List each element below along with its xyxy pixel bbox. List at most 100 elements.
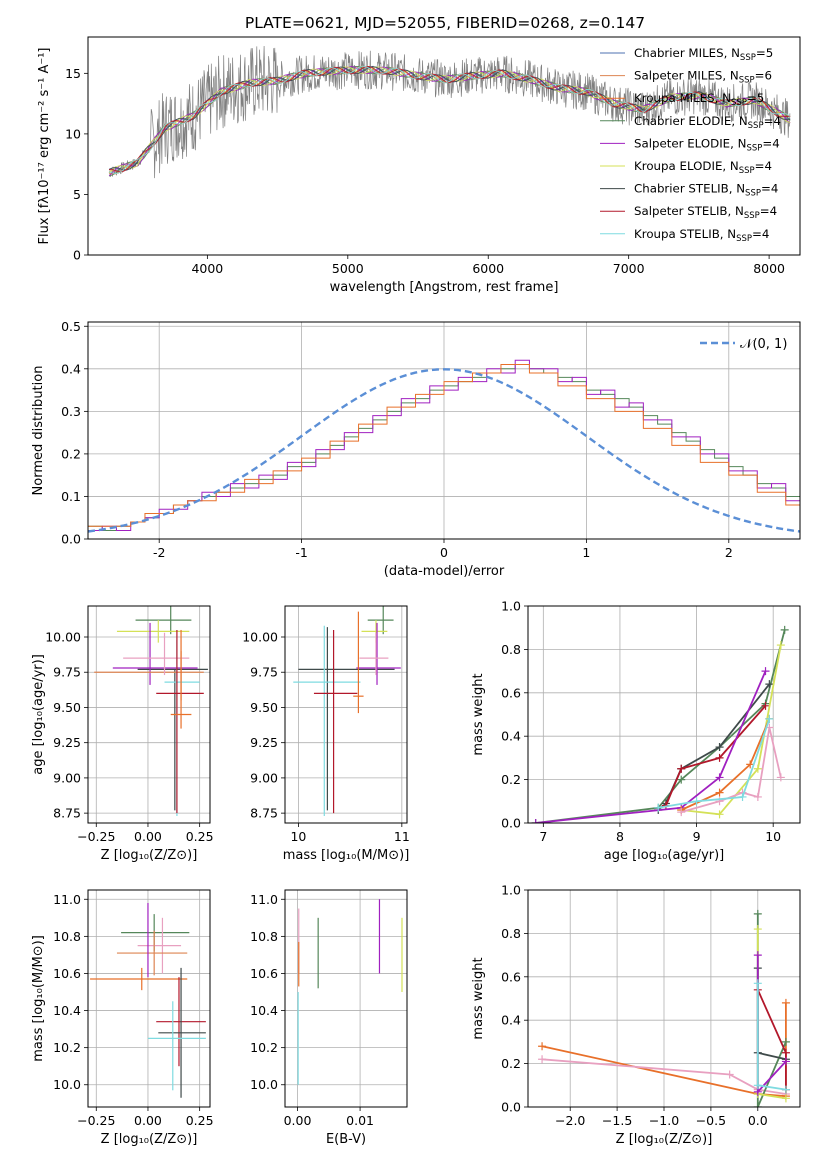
legend-entry: Chabrier MILES, NSSP=5 [634, 46, 773, 63]
x-tick-label: 7000 [613, 261, 645, 276]
mass-weight-line [756, 913, 787, 1107]
y-tick-label: 0.0 [501, 1100, 521, 1115]
legend-suffix: =4 [761, 182, 778, 196]
x-axis-label: wavelength [Angstrom, rest frame] [330, 280, 559, 295]
plot-frame [284, 605, 408, 824]
mass-weight-marker [781, 998, 790, 1007]
observed-spectrum-line [108, 45, 791, 179]
plot-area [108, 45, 791, 179]
y-tick-label: 10.8 [250, 929, 278, 944]
y-tick-label: 9.75 [53, 665, 81, 680]
plot-area [90, 902, 206, 1098]
mass-weight-line [535, 670, 767, 823]
legend-entry: Chabrier ELODIE, NSSP=4 [634, 114, 781, 131]
weight-vs-metallicity-panel: −2.0 −1.5 −1.0 −0.5 0.0 0.0 0.2 0.4 0.6 0.8 1.0 Z [… [471, 883, 801, 1147]
plot-area [94, 606, 208, 816]
y-axis-label: Normed distribution [31, 366, 46, 496]
y-tick-label: 9.00 [250, 770, 278, 785]
y-tick-label: 10.00 [242, 630, 278, 645]
x-axis-label: age [log₁₀(age/yr)] [604, 848, 725, 863]
mass-weight-marker [761, 701, 770, 710]
x-tick-label: 2 [725, 545, 733, 560]
y-tick-label: 0.6 [501, 969, 521, 984]
age-vs-metallicity-panel: −0.25 0.00 0.25 8.75 9.00 9.25 9.50 9.75 10.00 Z … [31, 605, 214, 863]
x-tick-label: 11 [394, 829, 410, 844]
x-tick-label: 0.01 [346, 1113, 374, 1128]
mass-weight-marker [753, 925, 762, 934]
y-tick-label: 8.75 [250, 806, 278, 821]
x-tick-label: −0.5 [696, 1113, 726, 1128]
x-tick-label: −2.0 [555, 1113, 585, 1128]
y-tick-label: 8.75 [53, 806, 81, 821]
y-tick-label: 0.4 [61, 361, 81, 376]
y-tick-label: 9.50 [53, 700, 81, 715]
y-tick-label: 0.6 [501, 685, 521, 700]
y-tick-label: 9.00 [53, 770, 81, 785]
mass-weight-line [665, 705, 767, 806]
plot-frame [87, 605, 211, 824]
legend-suffix: =6 [755, 69, 772, 83]
x-axis-label: mass [log₁₀(M/M⊙)] [283, 848, 410, 863]
residuals-panel: -2 -1 0 1 2 0.0 0.1 0.2 0.3 0.4 0.5 (data-model)/er… [31, 319, 801, 579]
y-tick-label: 0.8 [501, 642, 521, 657]
legend-subscript: SSP [745, 189, 761, 199]
mass-weight-marker [781, 1057, 790, 1066]
spectrum-panel: 4000 5000 6000 7000 8000 0 5 10 15 wavelength [An… [37, 36, 801, 295]
mass-weight-marker [715, 743, 724, 752]
legend-entry: Salpeter ELODIE, NSSP=4 [634, 136, 780, 153]
mass-weight-marker [715, 753, 724, 762]
x-tick-label: 0.00 [134, 829, 162, 844]
plot-area [293, 606, 401, 816]
x-tick-label: 5000 [332, 261, 364, 276]
mass-weight-marker [677, 764, 686, 773]
mass-weight-marker [780, 625, 789, 634]
mass-weight-marker [725, 1070, 734, 1079]
y-tick-label: 0.4 [501, 729, 521, 744]
x-tick-label: 6000 [472, 261, 504, 276]
y-axis-label: mass [log₁₀(M/M⊙)] [31, 935, 46, 1062]
mass-weight-marker [753, 1081, 762, 1090]
legend-label: Kroupa ELODIE, N [634, 159, 739, 173]
y-tick-label: 1.0 [501, 883, 521, 898]
mass-vs-ebv-panel: 0.00 0.01 10.0 10.2 10.4 10.6 10.8 11.0 E(B-V) [250, 889, 408, 1147]
mass-weight-marker [781, 1094, 790, 1103]
mass-weight-marker [753, 792, 762, 801]
mass-weight-line [756, 968, 787, 1061]
y-tick-label: 9.75 [250, 665, 278, 680]
mass-weight-line [542, 1058, 787, 1095]
y-tick-label: 9.25 [53, 735, 81, 750]
legend-entry: 𝒩(0, 1) [740, 337, 787, 352]
mass-weight-marker [677, 808, 686, 817]
legend-subscript: SSP [731, 98, 747, 108]
y-tick-label: 10.6 [250, 966, 278, 981]
y-axis-label: mass weight [471, 957, 486, 1039]
plot-frame [284, 889, 408, 1108]
x-axis-label: Z [log₁₀(Z/Z⊙)] [101, 1132, 198, 1147]
mass-weight-marker [715, 773, 724, 782]
x-tick-label: 8000 [753, 261, 785, 276]
y-tick-label: 15 [65, 66, 81, 81]
legend-label: Chabrier STELIB, N [634, 182, 745, 196]
mass-weight-marker [538, 1055, 547, 1064]
x-tick-label: 10 [290, 829, 306, 844]
weight-vs-age-panel: 7 8 9 10 0.0 0.2 0.4 0.6 0.8 1.0 age [log₁₀(age/yr… [471, 599, 801, 863]
plot-area [88, 359, 800, 533]
legend-suffix: =4 [755, 159, 772, 173]
model-spectrum-line [109, 65, 791, 173]
x-tick-label: 7 [539, 829, 547, 844]
legend-subscript: SSP [739, 76, 755, 86]
legend-entry: Chabrier STELIB, NSSP=4 [634, 182, 778, 199]
legend-subscript: SSP [744, 211, 760, 221]
x-tick-label: 0.25 [186, 829, 214, 844]
y-tick-label: 0.8 [501, 926, 521, 941]
mass-weight-marker [753, 951, 762, 960]
y-tick-label: 10.0 [53, 1077, 81, 1092]
x-tick-label: 0.25 [186, 1113, 214, 1128]
age-vs-mass-panel: 10 11 8.75 9.00 9.25 9.50 9.75 10.00 mass [log₁₀… [242, 605, 410, 863]
plot-area [297, 899, 403, 1085]
plot-frame [527, 605, 801, 824]
mass-weight-line [658, 718, 771, 809]
x-tick-label: 0.0 [748, 1113, 768, 1128]
